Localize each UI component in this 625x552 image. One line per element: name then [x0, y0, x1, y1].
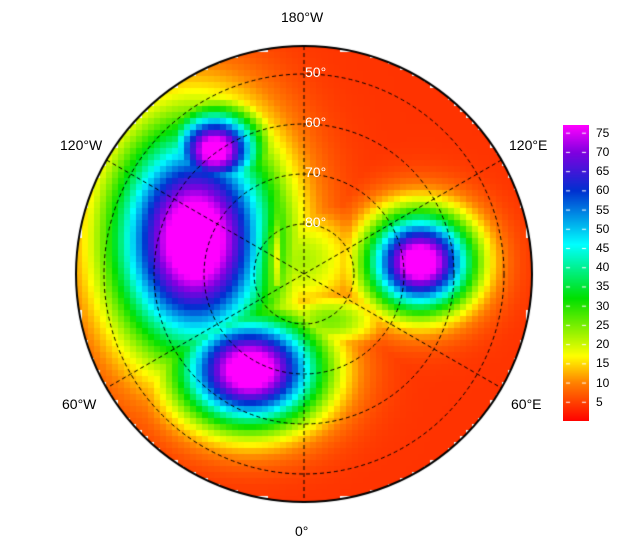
- lon-label-180w: 180°W: [281, 9, 324, 25]
- lon-label-0: 0°: [295, 523, 309, 539]
- lat-label-70: 70°: [305, 164, 327, 180]
- lat-label-80: 80°: [305, 214, 327, 230]
- colorbar-tick-55: 55: [596, 202, 610, 217]
- colorbar-tick-20: 20: [596, 337, 610, 352]
- lat-label-50: 50°: [305, 64, 327, 80]
- colorbar-tick-15: 15: [596, 356, 610, 371]
- lon-label-60e: 60°E: [511, 396, 542, 412]
- colorbar-tick-60: 60: [596, 183, 610, 198]
- colorbar-tick-5: 5: [596, 394, 603, 409]
- lat-label-60: 60°: [305, 114, 327, 130]
- colorbar-tick-45: 45: [596, 241, 610, 255]
- colorbar: [563, 125, 589, 421]
- lon-label-120w: 120°W: [60, 137, 103, 153]
- colorbar-tick-30: 30: [596, 298, 610, 313]
- colorbar-tick-40: 40: [596, 260, 610, 275]
- colorbar-tick-10: 10: [596, 375, 610, 390]
- colorbar-tick-50: 50: [596, 221, 610, 236]
- colorbar-tick-75: 75: [596, 125, 610, 140]
- colorbar-tick-25: 25: [596, 317, 610, 332]
- lon-label-60w: 60°W: [62, 396, 97, 412]
- colorbar-tick-70: 70: [596, 144, 610, 159]
- colorbar-tick-65: 65: [596, 164, 610, 179]
- colorbar-tick-35: 35: [596, 279, 610, 294]
- lon-label-120e: 120°E: [509, 137, 548, 153]
